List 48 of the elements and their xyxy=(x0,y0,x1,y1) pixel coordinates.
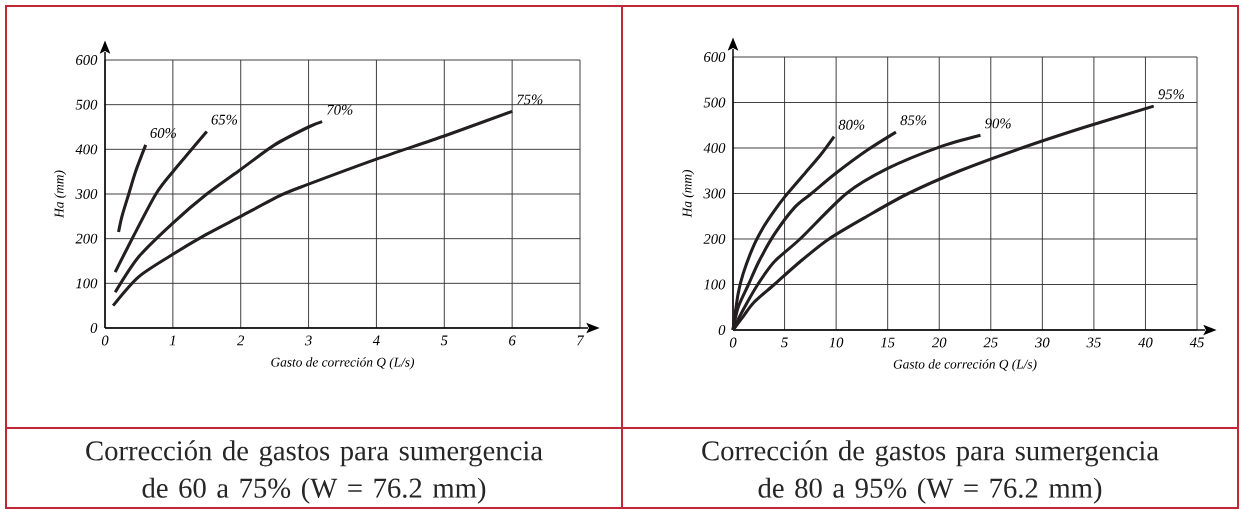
x-tick-label: 25 xyxy=(983,337,998,348)
y-tick-label: 500 xyxy=(75,99,98,110)
x-tick-label: 10 xyxy=(829,337,844,348)
y-tick-label: 300 xyxy=(703,188,726,199)
x-tick-label: 6 xyxy=(509,335,516,346)
x-tick-label: 5 xyxy=(781,337,788,348)
series-label: 65% xyxy=(211,114,238,125)
y-tick-label: 0 xyxy=(90,323,98,333)
y-tick-label: 400 xyxy=(703,143,726,153)
x-axis-title: Gasto de correción Q (L/s) xyxy=(893,359,1037,372)
series-label: 80% xyxy=(838,119,865,130)
y-tick-label: 400 xyxy=(75,144,98,155)
x-tick-label: 4 xyxy=(372,335,380,346)
series-label: 75% xyxy=(517,94,543,105)
series-label: 70% xyxy=(327,104,353,115)
y-tick-label: 600 xyxy=(76,55,98,65)
y-tick-label: 200 xyxy=(75,233,98,244)
series-label: 85% xyxy=(900,115,927,126)
text: Corrección de gastos para sumergencia de 80 a 95% (W = 76.2 mm) xyxy=(702,440,1159,504)
x-tick-label: 2 xyxy=(237,335,245,346)
y-tick-label: 300 xyxy=(75,189,98,199)
x-tick-label: 0 xyxy=(101,335,109,346)
x-axis-title: Gasto de correción Q (L/s) xyxy=(271,357,415,370)
x-tick-label: 30 xyxy=(1034,337,1050,348)
x-tick-label: 35 xyxy=(1086,337,1101,348)
line-series xyxy=(113,129,209,274)
y-tick-label: 200 xyxy=(703,234,726,244)
x-tick-label: 1 xyxy=(169,335,175,346)
x-tick-label: 3 xyxy=(304,335,312,346)
x-tick-label: 20 xyxy=(931,337,947,348)
x-tick-label: 5 xyxy=(440,335,448,346)
y-axis-title: Ha (mm) xyxy=(54,170,67,219)
line-series xyxy=(117,143,148,234)
y-tick-label: 500 xyxy=(703,97,726,108)
series-label: 90% xyxy=(985,118,1011,129)
y-tick-label: 0 xyxy=(718,325,726,335)
y-tick-label: 600 xyxy=(704,52,726,62)
y-axis-title: Ha (mm) xyxy=(682,170,695,218)
x-tick-label: 15 xyxy=(880,337,895,348)
y-tick-label: 100 xyxy=(75,278,98,289)
series-label: 95% xyxy=(1158,89,1184,100)
x-tick-label: 40 xyxy=(1138,337,1153,348)
y-tick-label: 100 xyxy=(703,279,726,290)
series-label: 60% xyxy=(150,128,176,138)
x-tick-label: 7 xyxy=(577,335,585,346)
x-tick-label: 45 xyxy=(1189,337,1204,348)
text: Corrección de gastos para sumergencia de 60 a 75% (W = 76.2 mm) xyxy=(86,440,543,504)
x-tick-label: 0 xyxy=(729,337,737,348)
